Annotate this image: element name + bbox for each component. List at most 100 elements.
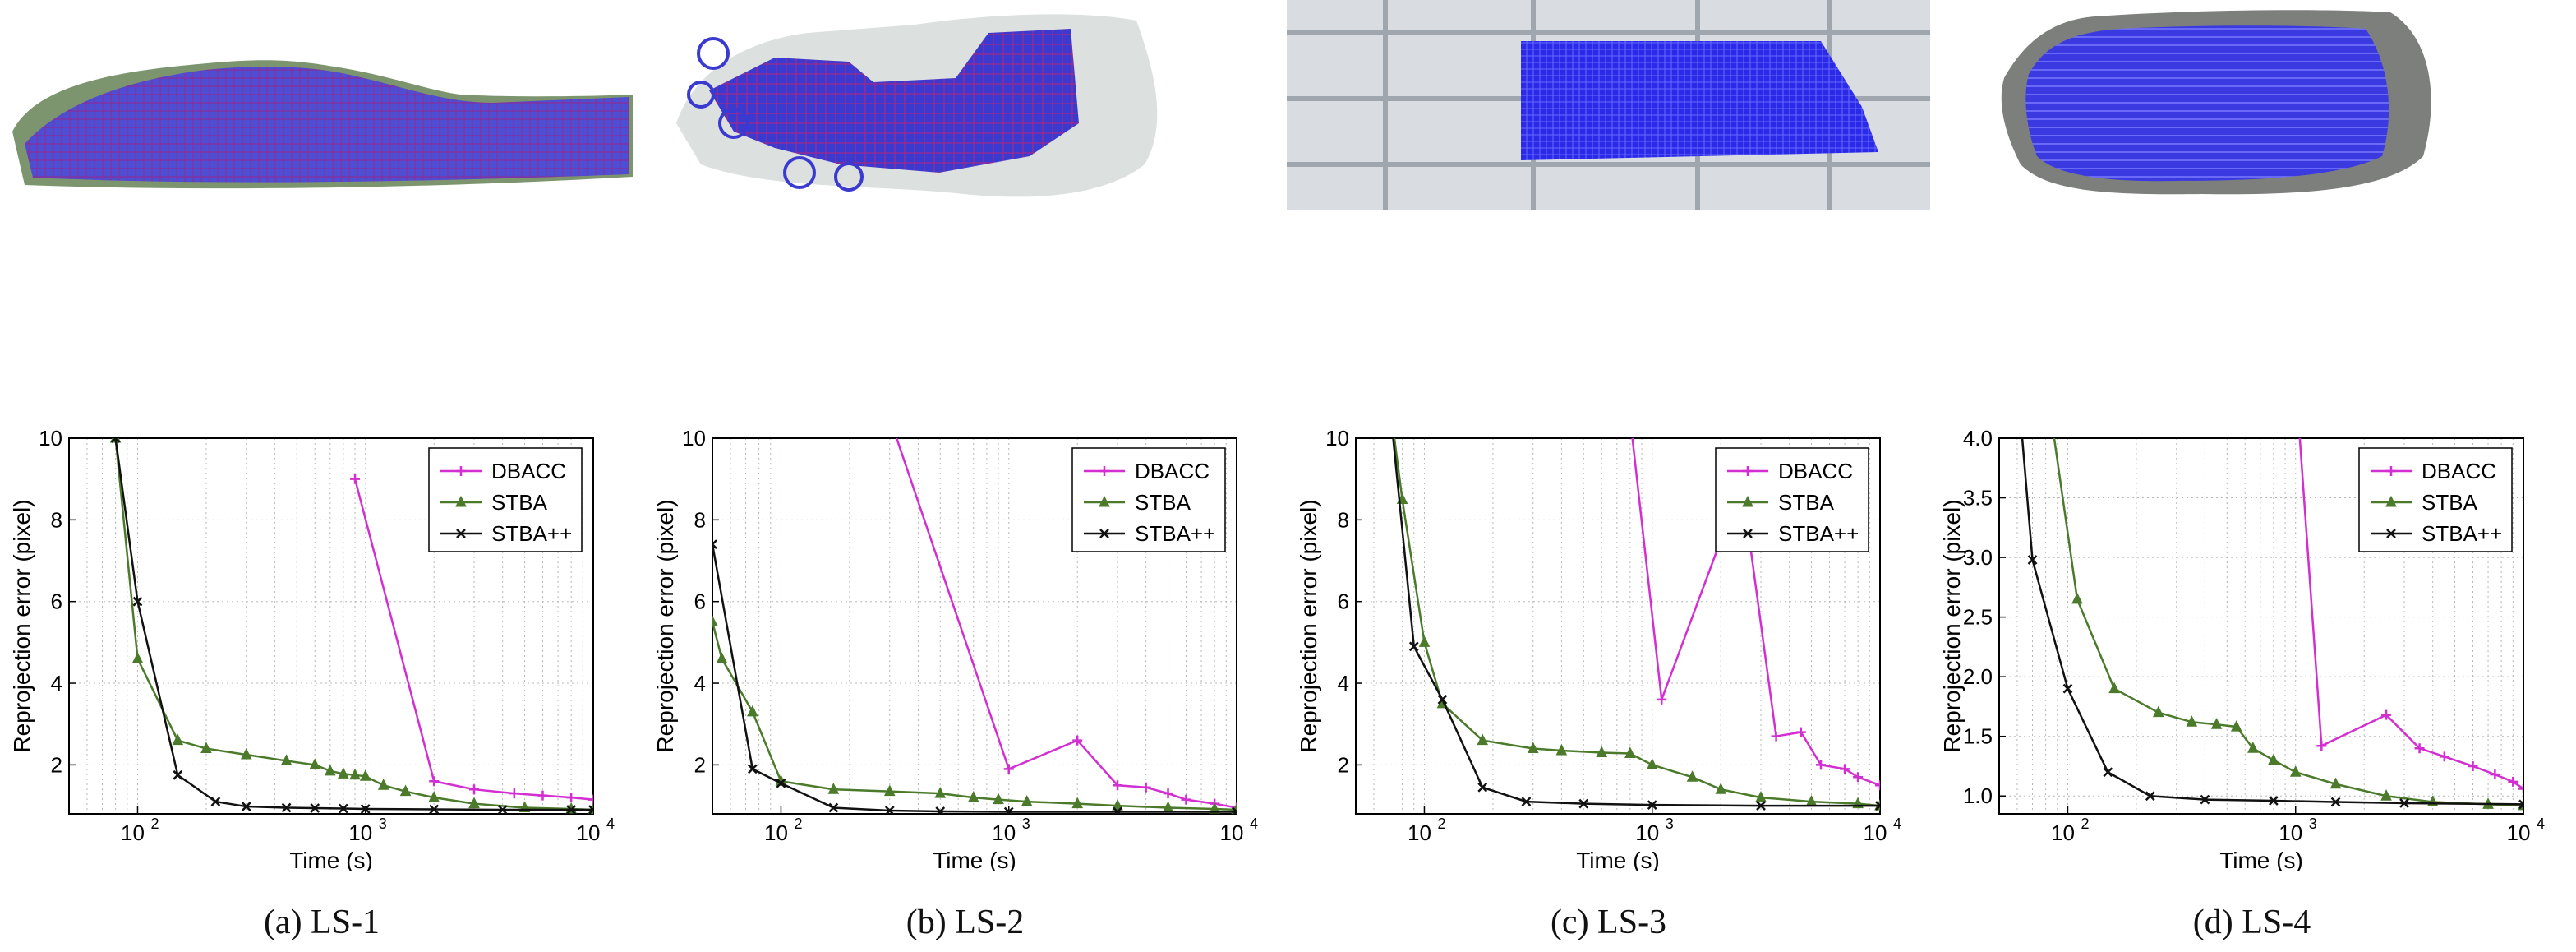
data-point-stbaplusplus — [310, 803, 320, 813]
legend-marker-stbaplusplus — [1099, 529, 1109, 538]
data-point-stbaplusplus — [360, 804, 371, 814]
series-dbacc — [2298, 438, 2523, 794]
series-line-stbaplusplus — [712, 543, 1237, 813]
y-tick-label: 2 — [51, 752, 62, 777]
ls-4-plot: 1.0 1.5 2.0 2.5 3.0 3.5 4.0 10 2 10 3 10 4 Time (s) Re… — [1939, 372, 2545, 871]
ls-3-reconstruction-image — [1287, 0, 1930, 210]
legend-label-dbacc: DBACC — [1135, 459, 1210, 483]
data-point-stba — [747, 705, 758, 717]
data-point-dbacc — [2316, 741, 2327, 751]
ls-3-plot: 2 4 6 8 10 10 2 10 3 10 4 Time (s) Reprojection erro… — [1296, 413, 1901, 871]
data-point-stba — [967, 791, 979, 802]
panel-ls-3: 2 4 6 8 10 10 2 10 3 10 4 Time (s) Reprojection erro… — [1287, 0, 1930, 952]
series-line-dbacc — [2298, 438, 2523, 790]
data-point-stba — [1596, 746, 1608, 757]
data-point-stba — [934, 787, 947, 798]
x-tick-exponent: 4 — [2537, 816, 2545, 832]
data-point-dbacc — [1875, 780, 1880, 791]
data-point-stbaplusplus — [1477, 782, 1488, 793]
x-tick-label: 10 — [121, 820, 145, 845]
data-point-stba — [82, 351, 92, 361]
legend-marker-dbacc — [456, 466, 466, 476]
data-point-dbacc — [2381, 709, 2392, 720]
data-point-stba — [240, 747, 252, 760]
data-point-stba — [2230, 719, 2242, 732]
data-point-stba — [716, 652, 728, 663]
data-point-stbaplusplus — [747, 764, 758, 774]
data-point-stba — [2210, 718, 2223, 729]
data-point-stbaplusplus — [828, 802, 839, 813]
legend: DBACC STBA STBA++ — [1715, 447, 1869, 552]
data-point-stba — [2071, 592, 2083, 604]
legend-label-stba: STBA — [1135, 490, 1191, 515]
data-point-stbaplusplus — [1113, 806, 1122, 814]
data-point-stbaplusplus — [1578, 798, 1589, 809]
data-point-stba — [1686, 770, 1698, 782]
y-tick-label: 8 — [694, 507, 706, 532]
data-point-stba — [1715, 783, 1727, 794]
data-point-dbacc — [2518, 783, 2523, 794]
y-axis-label: Reprojection error (pixel) — [9, 499, 35, 752]
x-tick-exponent: 3 — [379, 816, 387, 832]
x-axis-label: Time (s) — [289, 848, 373, 871]
legend-marker-stba — [1099, 495, 1110, 507]
series-dbacc — [350, 474, 593, 805]
ls-4-reconstruction-image — [2001, 10, 2431, 195]
data-point-stba — [2041, 372, 2051, 382]
data-point-stbaplusplus — [497, 805, 508, 814]
data-point-dbacc — [2414, 743, 2425, 754]
data-point-stba — [1021, 794, 1033, 806]
series-stbaplusplus — [110, 438, 593, 814]
panel-ls-4: 1.0 1.5 2.0 2.5 3.0 3.5 4.0 10 2 10 3 10 4 Time (s) Re… — [1930, 0, 2574, 952]
x-tick-exponent: 2 — [1437, 816, 1445, 832]
series-line-stba — [2053, 438, 2523, 807]
data-point-stba — [338, 767, 349, 779]
ls-2-caption: (b) LS-2 — [906, 903, 1025, 941]
data-point-stbaplusplus — [1647, 800, 1657, 810]
data-point-dbacc — [588, 794, 593, 805]
y-tick-label: 4 — [51, 671, 62, 696]
x-tick-label: 10 — [1864, 820, 1887, 845]
data-point-dbacc — [1625, 413, 1635, 423]
series-stbaplusplus — [1392, 438, 1880, 811]
data-point-stbaplusplus — [241, 802, 251, 811]
data-point-dbacc — [537, 790, 548, 801]
data-point-stbaplusplus — [2330, 797, 2341, 807]
series-line-stbaplusplus — [114, 438, 593, 811]
legend-label-stba: STBA — [2422, 490, 2478, 515]
data-point-stba — [309, 758, 321, 769]
y-axis-label: Reprojection error (pixel) — [652, 499, 678, 752]
y-tick-label: 2.5 — [1963, 605, 1993, 630]
plot-frame — [1998, 437, 2524, 815]
y-tick-label: 8 — [51, 507, 62, 532]
legend-label-dbacc: DBACC — [491, 459, 566, 483]
legend-marker-stbaplusplus — [2386, 529, 2396, 538]
data-point-stbaplusplus — [1003, 806, 1014, 814]
data-point-stbaplusplus — [712, 539, 717, 550]
x-tick-exponent: 2 — [150, 816, 159, 832]
ls-1-reconstruction-image — [12, 60, 633, 189]
data-point-stba — [399, 784, 412, 797]
y-tick-label: 10 — [1325, 426, 1349, 451]
x-tick-label: 10 — [764, 820, 788, 845]
x-tick-exponent: 4 — [606, 816, 615, 832]
y-axis-label: Reprojection error (pixel) — [1296, 499, 1321, 752]
data-point-stbaplusplus — [2200, 794, 2210, 805]
data-point-stba — [172, 733, 184, 746]
data-point-dbacc — [2468, 760, 2478, 771]
data-point-stbaplusplus — [2518, 799, 2523, 810]
data-point-stba — [1418, 635, 1431, 647]
y-tick-label: 4.0 — [1963, 426, 1993, 451]
x-tick-label: 10 — [577, 820, 601, 845]
legend-marker-stba — [455, 495, 467, 507]
series-stba — [1393, 438, 1880, 811]
x-tick-exponent: 4 — [1893, 816, 1901, 832]
data-point-stba — [883, 784, 896, 797]
x-tick-exponent: 2 — [2081, 816, 2089, 832]
x-tick-exponent: 4 — [1250, 816, 1258, 832]
x-tick-exponent: 3 — [1666, 816, 1674, 832]
legend-label-stba: STBA — [1778, 490, 1835, 515]
data-point-dbacc — [2508, 776, 2518, 787]
legend-label-dbacc: DBACC — [1778, 459, 1853, 483]
legend-box — [1071, 447, 1226, 552]
